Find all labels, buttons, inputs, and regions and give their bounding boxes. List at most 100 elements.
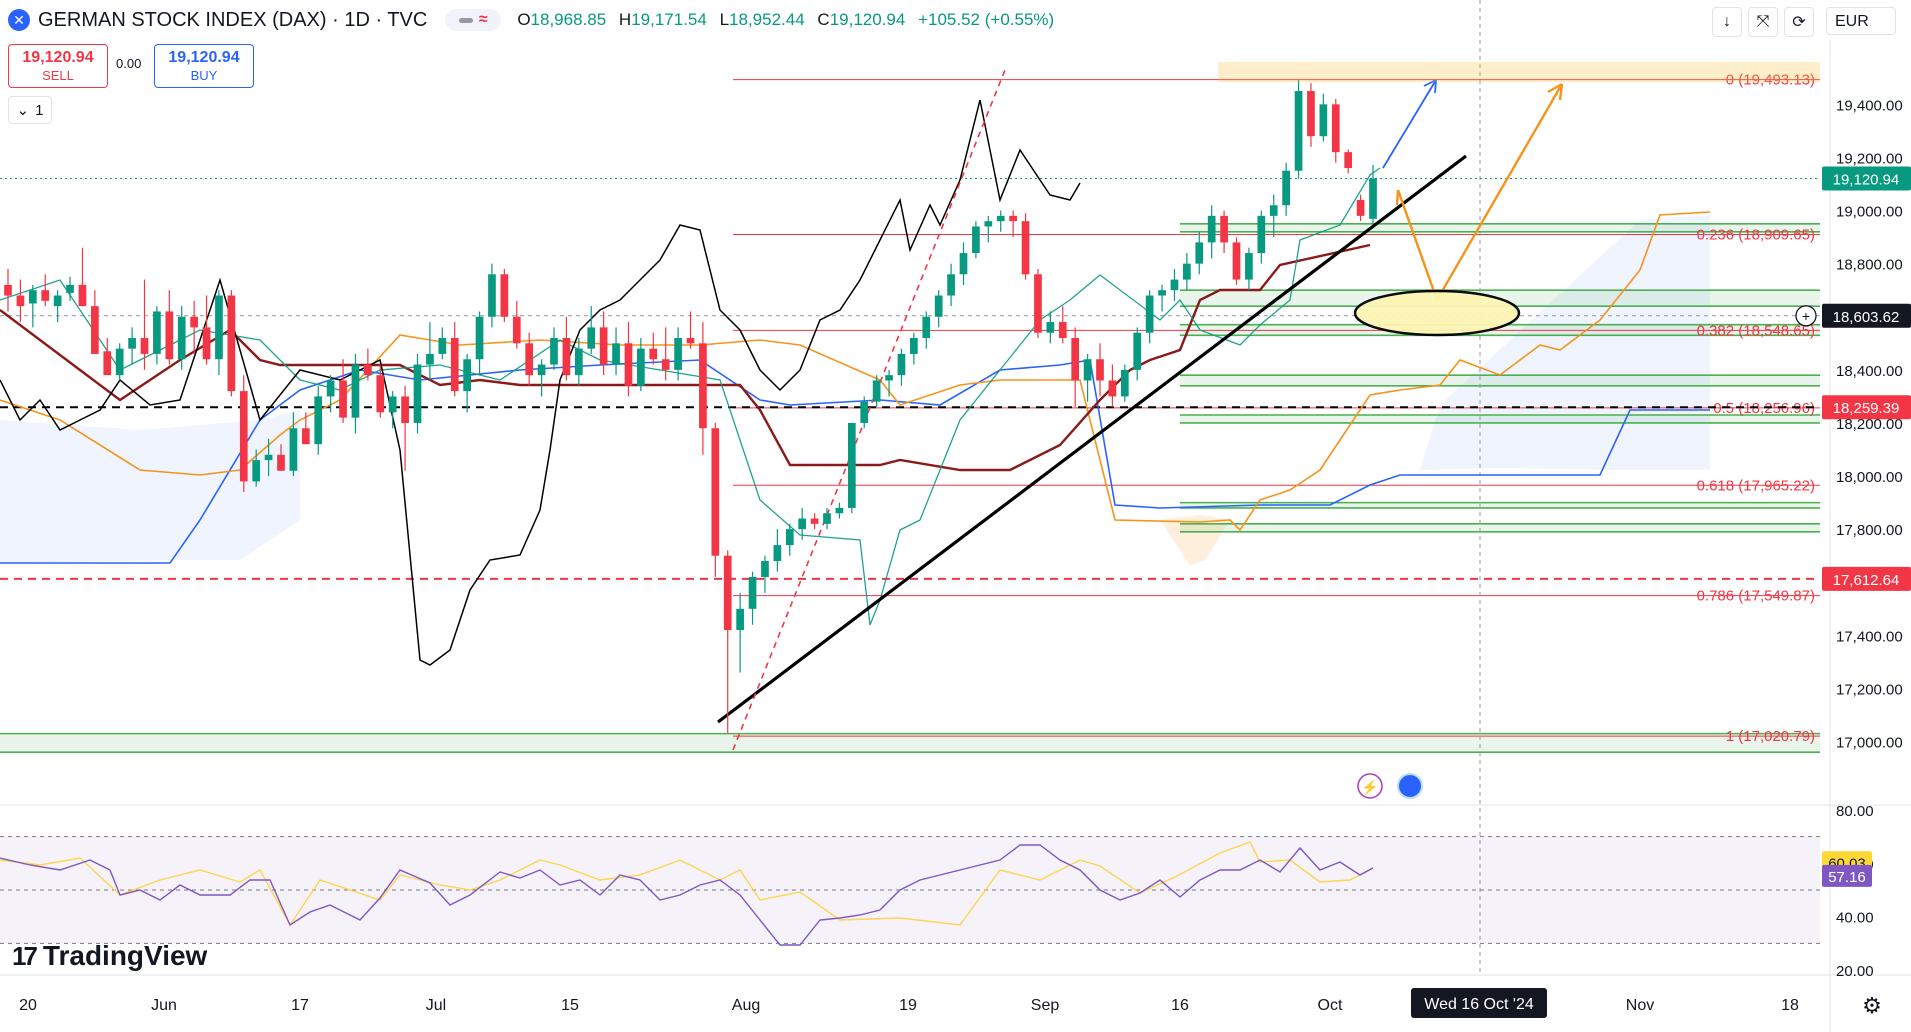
candle-body: [364, 364, 372, 376]
candle: [798, 507, 807, 540]
candle: [723, 550, 732, 734]
quantity-stepper[interactable]: ⌄ 1: [8, 96, 52, 124]
candle-body: [463, 359, 471, 392]
candle: [1021, 213, 1030, 280]
candle-body: [587, 327, 596, 349]
event-flash-icon: [1357, 773, 1383, 799]
candle-body: [996, 215, 1005, 222]
rsi-tick-label: 40.00: [1836, 910, 1874, 927]
candle-body: [376, 375, 385, 413]
candle: [66, 276, 74, 301]
header-bar: ✕ GERMAN STOCK INDEX (DAX) · 1D · TVC ≈ …: [0, 0, 1911, 40]
price-label-text-crosshair: 18,603.62: [1833, 309, 1900, 326]
ohlc-readout: O18,968.85 H19,171.54 L18,952.44 C19,120…: [517, 10, 1055, 29]
candle-body: [326, 380, 335, 397]
gear-icon[interactable]: ⚙: [1862, 993, 1882, 1018]
price-tick-label: 19,000.00: [1836, 204, 1903, 221]
replay-icon[interactable]: ⟳: [1784, 7, 1814, 37]
candle-body: [1133, 332, 1142, 370]
candle-body: [289, 428, 298, 471]
candle-body: [78, 284, 87, 307]
sell-button[interactable]: 19,120.94 SELL: [8, 44, 108, 88]
tv-mark-icon: 17: [12, 940, 38, 971]
candle: [1046, 311, 1055, 344]
candle-body: [574, 348, 583, 376]
candle: [438, 327, 447, 360]
fib-label-0.382: 0.382 (18,548.65): [1697, 322, 1815, 339]
candle: [699, 322, 707, 455]
candle-body: [1046, 322, 1055, 333]
target-ellipse: [1353, 289, 1521, 337]
candle: [1071, 327, 1080, 408]
candle-body: [798, 518, 807, 530]
tradingview-logo[interactable]: 17 TradingView: [12, 940, 208, 971]
event-globe-icon: [1397, 773, 1423, 799]
candle-body: [872, 380, 881, 402]
arrow-down-icon[interactable]: ↓: [1712, 7, 1742, 37]
price-tick-label: 17,400.00: [1836, 628, 1903, 645]
candle-body: [537, 364, 546, 376]
candle: [1120, 364, 1129, 402]
buy-button[interactable]: 19,120.94 BUY: [154, 44, 254, 88]
candle: [252, 449, 261, 487]
currency-select[interactable]: EUR: [1826, 7, 1896, 35]
candle: [1220, 210, 1228, 254]
ichimoku-cloud-future: [1420, 215, 1710, 470]
candle-body: [1083, 359, 1092, 381]
candle-body: [500, 274, 509, 317]
candle-body: [215, 295, 223, 360]
candle-body: [736, 608, 744, 631]
candle: [314, 385, 323, 455]
candle-body: [488, 274, 496, 317]
symbol-title[interactable]: GERMAN STOCK INDEX (DAX) · 1D · TVC: [38, 8, 428, 31]
candle-body: [823, 513, 831, 524]
time-tick-label: 15: [561, 997, 579, 1014]
candle: [339, 359, 347, 423]
dashed-trend-line: [732, 69, 1006, 751]
candle-body: [190, 316, 198, 328]
candle: [450, 322, 459, 397]
candle: [885, 369, 893, 397]
candle-body: [599, 327, 608, 365]
candle: [1183, 253, 1191, 291]
candle: [301, 412, 310, 445]
candle: [649, 332, 658, 365]
candle: [599, 311, 608, 376]
candle-body: [1071, 338, 1080, 381]
candle-body: [723, 555, 732, 631]
time-tick-label: Oct: [1318, 997, 1343, 1014]
time-tick-label: 20: [19, 997, 37, 1014]
candle: [1145, 290, 1154, 344]
candle-body: [91, 306, 99, 354]
time-tick-label: Sep: [1031, 997, 1060, 1014]
candle-body: [1158, 290, 1166, 296]
candle-body: [674, 338, 682, 370]
price-tick-label: 17,000.00: [1836, 735, 1903, 752]
candle: [264, 438, 273, 477]
candle: [115, 343, 124, 381]
candle: [947, 263, 955, 307]
candle: [1282, 162, 1290, 216]
candle-body: [1369, 178, 1377, 219]
time-tick-label: Aug: [732, 997, 760, 1014]
candle-body: [1257, 215, 1266, 254]
candle: [996, 210, 1005, 232]
candle-body: [1108, 380, 1117, 397]
candle-body: [53, 295, 62, 307]
candle: [1319, 93, 1328, 142]
candle: [711, 422, 720, 577]
price-tick-label: 19,200.00: [1836, 150, 1903, 167]
compare-icon[interactable]: ≈: [445, 9, 502, 31]
time-tick-label: Nov: [1626, 997, 1654, 1014]
arrowhead-orange: [1395, 82, 1564, 206]
collapse-icon[interactable]: ⤧: [1748, 7, 1778, 37]
candle-body: [351, 364, 360, 418]
candle: [550, 327, 558, 370]
x-circle-icon: ✕: [8, 9, 30, 31]
spread-value: 0.00: [116, 56, 142, 71]
candle: [413, 353, 422, 434]
price-tick-label: 19,400.00: [1836, 97, 1903, 114]
crosshair-date: Wed 16 Oct '24: [1424, 996, 1534, 1013]
time-tick-label: Jun: [151, 997, 177, 1014]
